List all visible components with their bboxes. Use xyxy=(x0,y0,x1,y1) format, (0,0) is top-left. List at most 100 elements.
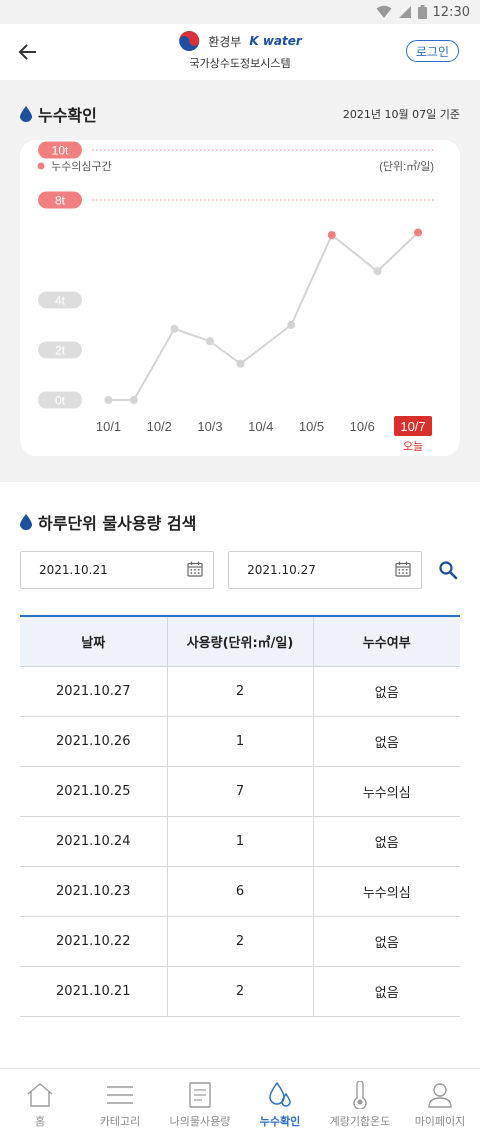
document-icon xyxy=(186,1081,214,1109)
search-section-title: 하루단위 물사용량 검색 xyxy=(38,514,197,533)
leak-chart: 누수의심구간 (단위:㎥/일) 0t 2t 4t 8t 10t 10/1 10/2 10/3 1… xyxy=(20,140,460,456)
nav-item-home[interactable]: 홈 xyxy=(0,1069,80,1138)
start-date-value: 2021.10.21 xyxy=(39,563,108,577)
section-title: 누수확인 xyxy=(38,106,97,125)
today-label: 오늘 xyxy=(403,440,423,453)
nav-label: 누수확인 xyxy=(259,1115,301,1128)
y-tick-label: 2t xyxy=(55,344,66,358)
cell-usage: 2 xyxy=(167,666,314,717)
cell-date: 2021.10.22 xyxy=(20,916,168,967)
table-row: 2021.10.25 7 누수의심 xyxy=(20,766,460,817)
status-time: 12:30 xyxy=(432,4,470,20)
column-header-date: 날짜 xyxy=(20,616,168,667)
y-tick-pill xyxy=(38,291,82,309)
cell-leak-status: 없음 xyxy=(313,666,460,717)
leak-check-section: 누수확인 2021년 10월 07일 기준 누수의심구간 (단위:㎥/일) 0t… xyxy=(0,80,480,482)
cell-leak-status: 없음 xyxy=(313,716,460,767)
cell-usage: 6 xyxy=(167,866,314,917)
search-title-group: 하루단위 물사용량 검색 xyxy=(20,510,460,534)
table-row: 2021.10.21 2 없음 xyxy=(20,966,460,1017)
table-header-row: 날짜 사용량(단위:㎥/일) 누수여부 xyxy=(20,616,460,667)
x-tick-label: 10/4 xyxy=(248,419,273,434)
korea-emblem-icon xyxy=(178,30,200,52)
usage-line xyxy=(108,231,419,401)
x-tick-label: 10/2 xyxy=(147,419,172,434)
bottom-nav: 홈 카테고리 나의물사용량 누수확인 계량기함온도 마이페이지 xyxy=(0,1068,480,1138)
nav-item-meter-temperature[interactable]: 계량기함온도 xyxy=(320,1069,400,1138)
cell-usage: 1 xyxy=(167,716,314,767)
y-tick-pill xyxy=(38,341,82,359)
cell-date: 2021.10.21 xyxy=(20,966,168,1017)
y-tick-label: 0t xyxy=(55,394,66,408)
today-badge xyxy=(394,416,432,436)
table-row: 2021.10.24 1 없음 xyxy=(20,816,460,867)
login-button[interactable]: 로그인 xyxy=(405,40,459,62)
search-icon[interactable] xyxy=(436,558,460,582)
water-drop-icon xyxy=(20,514,32,530)
cell-leak-status: 누수의심 xyxy=(313,766,460,817)
nav-item-leak-check[interactable]: 누수확인 xyxy=(240,1069,320,1138)
calendar-icon[interactable] xyxy=(187,561,203,580)
y-tick-label: 4t xyxy=(55,294,66,308)
calendar-icon[interactable] xyxy=(395,561,411,580)
cell-usage: 2 xyxy=(167,916,314,967)
y-tick-pill xyxy=(38,141,82,159)
nav-item-category[interactable]: 카테고리 xyxy=(80,1069,160,1138)
end-date-value: 2021.10.27 xyxy=(247,563,316,577)
table-row: 2021.10.26 1 없음 xyxy=(20,716,460,767)
cell-leak-status: 없음 xyxy=(313,816,460,867)
data-point xyxy=(236,359,245,368)
nav-item-my-page[interactable]: 마이페이지 xyxy=(400,1069,480,1138)
nav-label: 카테고리 xyxy=(99,1115,141,1128)
legend-dot xyxy=(37,162,45,170)
daily-search-section: 하루단위 물사용량 검색 2021.10.21 2021.10.27 날짜 사용… xyxy=(0,482,480,1017)
wifi-icon xyxy=(376,5,392,19)
status-bar: 12:30 xyxy=(0,0,480,24)
cell-usage: 7 xyxy=(167,766,314,817)
x-tick-label: 10/5 xyxy=(299,419,324,434)
chart-unit: (단위:㎥/일) xyxy=(379,159,434,173)
cell-date: 2021.10.27 xyxy=(20,666,168,717)
reference-date: 2021년 10월 07일 기준 xyxy=(342,108,460,121)
start-date-field[interactable]: 2021.10.21 xyxy=(20,551,215,589)
x-tick-label: 10/3 xyxy=(197,419,222,434)
cell-leak-status: 없음 xyxy=(313,966,460,1017)
cell-date: 2021.10.26 xyxy=(20,716,168,767)
ministry-name: 환경부 xyxy=(208,34,242,49)
leak-check-title-group: 누수확인 xyxy=(20,102,97,126)
end-date-field[interactable]: 2021.10.27 xyxy=(228,551,423,589)
cell-usage: 1 xyxy=(167,816,314,867)
back-arrow-icon[interactable] xyxy=(16,40,40,64)
nav-item-my-usage[interactable]: 나의물사용량 xyxy=(160,1069,240,1138)
site-subtitle: 국가상수도정보시스템 xyxy=(189,57,291,70)
column-header-usage: 사용량(단위:㎥/일) xyxy=(167,616,314,667)
usage-table: 날짜 사용량(단위:㎥/일) 누수여부 2021.10.27 2 없음 2021… xyxy=(20,615,460,1017)
data-point xyxy=(206,337,214,346)
data-point xyxy=(373,267,382,276)
y-tick-pill xyxy=(38,191,82,209)
chart-legend: 누수의심구간 xyxy=(51,160,112,173)
nav-label: 마이페이지 xyxy=(414,1115,466,1128)
menu-icon xyxy=(106,1081,134,1109)
cell-usage: 2 xyxy=(167,966,314,1017)
signal-icon xyxy=(398,5,412,19)
app-header: 환경부 K water 국가상수도정보시스템 로그인 xyxy=(0,24,480,80)
data-point xyxy=(129,396,138,404)
user-icon xyxy=(426,1081,454,1109)
cell-date: 2021.10.25 xyxy=(20,766,168,817)
battery-icon xyxy=(417,5,427,19)
x-tick-label: 10/7 xyxy=(400,419,425,434)
water-drop-icon xyxy=(20,106,32,122)
y-tick-label: 8t xyxy=(55,194,66,208)
y-tick-pill xyxy=(38,391,82,409)
data-point xyxy=(170,324,179,333)
cell-date: 2021.10.23 xyxy=(20,866,168,917)
leak-suspect-point xyxy=(414,228,423,237)
table-row: 2021.10.23 6 누수의심 xyxy=(20,866,460,917)
chart-canvas: 누수의심구간 (단위:㎥/일) 0t 2t 4t 8t 10t 10/1 10/2 10/3 1… xyxy=(37,141,436,453)
data-point xyxy=(287,321,296,329)
leak-suspect-point xyxy=(327,231,336,239)
column-header-leak: 누수여부 xyxy=(313,616,460,667)
table-row: 2021.10.22 2 없음 xyxy=(20,916,460,967)
logo: 환경부 K water 국가상수도정보시스템 xyxy=(178,30,302,71)
